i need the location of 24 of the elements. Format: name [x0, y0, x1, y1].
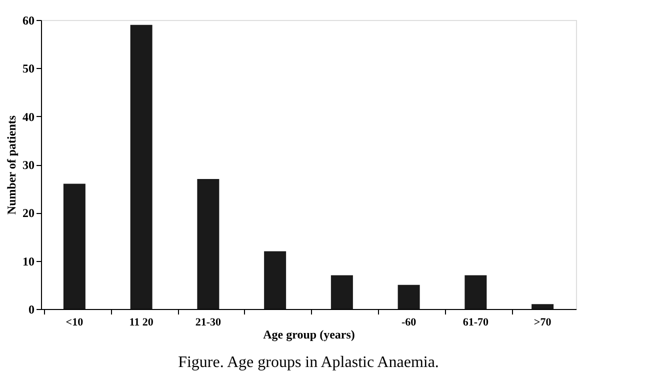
- bar: [464, 275, 487, 309]
- x-tick-label: <10: [66, 316, 84, 328]
- bar: [130, 24, 152, 309]
- bar: [398, 284, 420, 309]
- y-tick-label: 50: [22, 62, 34, 76]
- x-tick-label: 11 20: [129, 316, 154, 328]
- x-tick-label: 21-30: [195, 316, 222, 328]
- bar: [532, 304, 554, 309]
- bar: [264, 251, 286, 309]
- text: Figure. Age groups in Aplastic Anaemia.: [178, 354, 439, 371]
- x-tick-label: 61-70: [462, 316, 490, 328]
- bar: [63, 184, 86, 309]
- y-tick-label: 20: [22, 206, 34, 220]
- bar: [330, 275, 353, 309]
- y-tick-label: 10: [22, 254, 34, 268]
- y-tick-label: 0: [28, 302, 34, 316]
- y-tick-label: 40: [22, 110, 34, 124]
- y-tick-label: 30: [22, 158, 34, 172]
- x-axis-title: Age group (years): [263, 328, 355, 342]
- x-tick-label: -60: [401, 316, 417, 328]
- x-tick-label: >70: [534, 316, 552, 328]
- bar: [197, 178, 220, 309]
- y-tick-label: 60: [22, 14, 34, 28]
- y-axis-title: Number of patients: [4, 115, 18, 215]
